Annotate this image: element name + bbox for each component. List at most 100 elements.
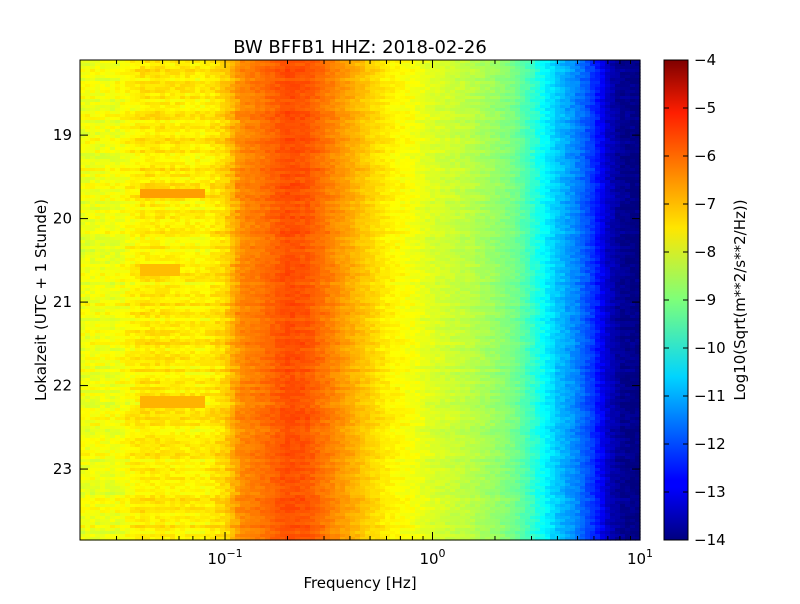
heatmap-cell: [580, 123, 586, 127]
heatmap-cell: [635, 78, 641, 82]
heatmap-cell: [395, 60, 401, 64]
heatmap-cell: [330, 90, 336, 94]
heatmap-cell: [90, 93, 96, 97]
heatmap-cell: [455, 162, 461, 166]
heatmap-cell: [300, 108, 306, 112]
heatmap-cell: [180, 84, 186, 88]
heatmap-cell: [445, 99, 451, 103]
heatmap-cell: [170, 99, 176, 103]
heatmap-cell: [220, 129, 226, 133]
heatmap-cell: [305, 156, 311, 160]
heatmap-cell: [210, 87, 216, 91]
heatmap-cell: [320, 66, 326, 70]
heatmap-cell: [620, 141, 626, 145]
heatmap-cell: [180, 120, 186, 124]
heatmap-cell: [620, 129, 626, 133]
heatmap-cell: [430, 114, 436, 118]
heatmap-cell: [465, 159, 471, 163]
heatmap-cell: [340, 81, 346, 85]
heatmap-cell: [135, 63, 141, 67]
heatmap-cell: [450, 156, 456, 160]
heatmap-cell: [140, 135, 146, 139]
heatmap-cell: [405, 114, 411, 118]
heatmap-cell: [335, 120, 341, 124]
heatmap-cell: [120, 102, 126, 106]
heatmap-cell: [130, 63, 136, 67]
heatmap-cell: [305, 93, 311, 97]
heatmap-cell: [275, 192, 281, 196]
heatmap-cell: [230, 69, 236, 73]
heatmap-cell: [125, 63, 131, 67]
heatmap-cell: [625, 108, 631, 112]
heatmap-cell: [455, 102, 461, 106]
heatmap-cell: [495, 111, 501, 115]
heatmap-cell: [590, 144, 596, 148]
heatmap-cell: [550, 168, 556, 172]
heatmap-cell: [365, 159, 371, 163]
heatmap-cell: [80, 150, 86, 154]
heatmap-cell: [480, 141, 486, 145]
heatmap-cell: [385, 156, 391, 160]
heatmap-cell: [285, 75, 291, 79]
heatmap-cell: [170, 129, 176, 133]
heatmap-cell: [125, 114, 131, 118]
heatmap-cell: [450, 93, 456, 97]
heatmap-cell: [190, 90, 196, 94]
heatmap-cell: [615, 174, 621, 178]
heatmap-cell: [135, 168, 141, 172]
heatmap-cell: [480, 183, 486, 187]
heatmap-cell: [95, 117, 101, 121]
heatmap-cell: [125, 60, 131, 64]
heatmap-cell: [115, 153, 121, 157]
heatmap-cell: [255, 165, 261, 169]
heatmap-cell: [290, 108, 296, 112]
heatmap-cell: [90, 81, 96, 85]
heatmap-cell: [585, 66, 591, 70]
heatmap-cell: [195, 105, 201, 109]
heatmap-cell: [570, 102, 576, 106]
heatmap-cell: [435, 156, 441, 160]
heatmap-cell: [395, 75, 401, 79]
heatmap-cell: [235, 153, 241, 157]
heatmap-cell: [495, 120, 501, 124]
heatmap-cell: [210, 69, 216, 73]
heatmap-cell: [255, 72, 261, 76]
heatmap-cell: [380, 192, 386, 196]
heatmap-cell: [140, 63, 146, 67]
heatmap-cell: [125, 138, 131, 142]
heatmap-cell: [355, 162, 361, 166]
heatmap-cell: [335, 102, 341, 106]
heatmap-cell: [465, 60, 471, 64]
heatmap-cell: [495, 162, 501, 166]
heatmap-cell: [220, 63, 226, 67]
heatmap-cell: [520, 177, 526, 181]
heatmap-cell: [310, 156, 316, 160]
heatmap-cell: [190, 123, 196, 127]
heatmap-cell: [80, 156, 86, 160]
heatmap-cell: [330, 165, 336, 169]
heatmap-cell: [390, 108, 396, 112]
heatmap-cell: [545, 168, 551, 172]
heatmap-cell: [590, 150, 596, 154]
heatmap-cell: [600, 66, 606, 70]
heatmap-cell: [140, 66, 146, 70]
heatmap-cell: [425, 90, 431, 94]
heatmap-cell: [435, 90, 441, 94]
heatmap-cell: [380, 186, 386, 190]
heatmap-cell: [505, 66, 511, 70]
heatmap-cell: [150, 150, 156, 154]
heatmap-cell: [125, 90, 131, 94]
heatmap-cell: [220, 99, 226, 103]
heatmap-cell: [340, 102, 346, 106]
heatmap-cell: [465, 63, 471, 67]
heatmap-cell: [120, 129, 126, 133]
heatmap-cell: [115, 66, 121, 70]
heatmap-cell: [405, 81, 411, 85]
heatmap-cell: [620, 78, 626, 82]
heatmap-cell: [200, 165, 206, 169]
heatmap-cell: [535, 141, 541, 145]
heatmap-cell: [140, 177, 146, 181]
heatmap-cell: [220, 78, 226, 82]
heatmap-cell: [505, 147, 511, 151]
heatmap-cell: [240, 141, 246, 145]
